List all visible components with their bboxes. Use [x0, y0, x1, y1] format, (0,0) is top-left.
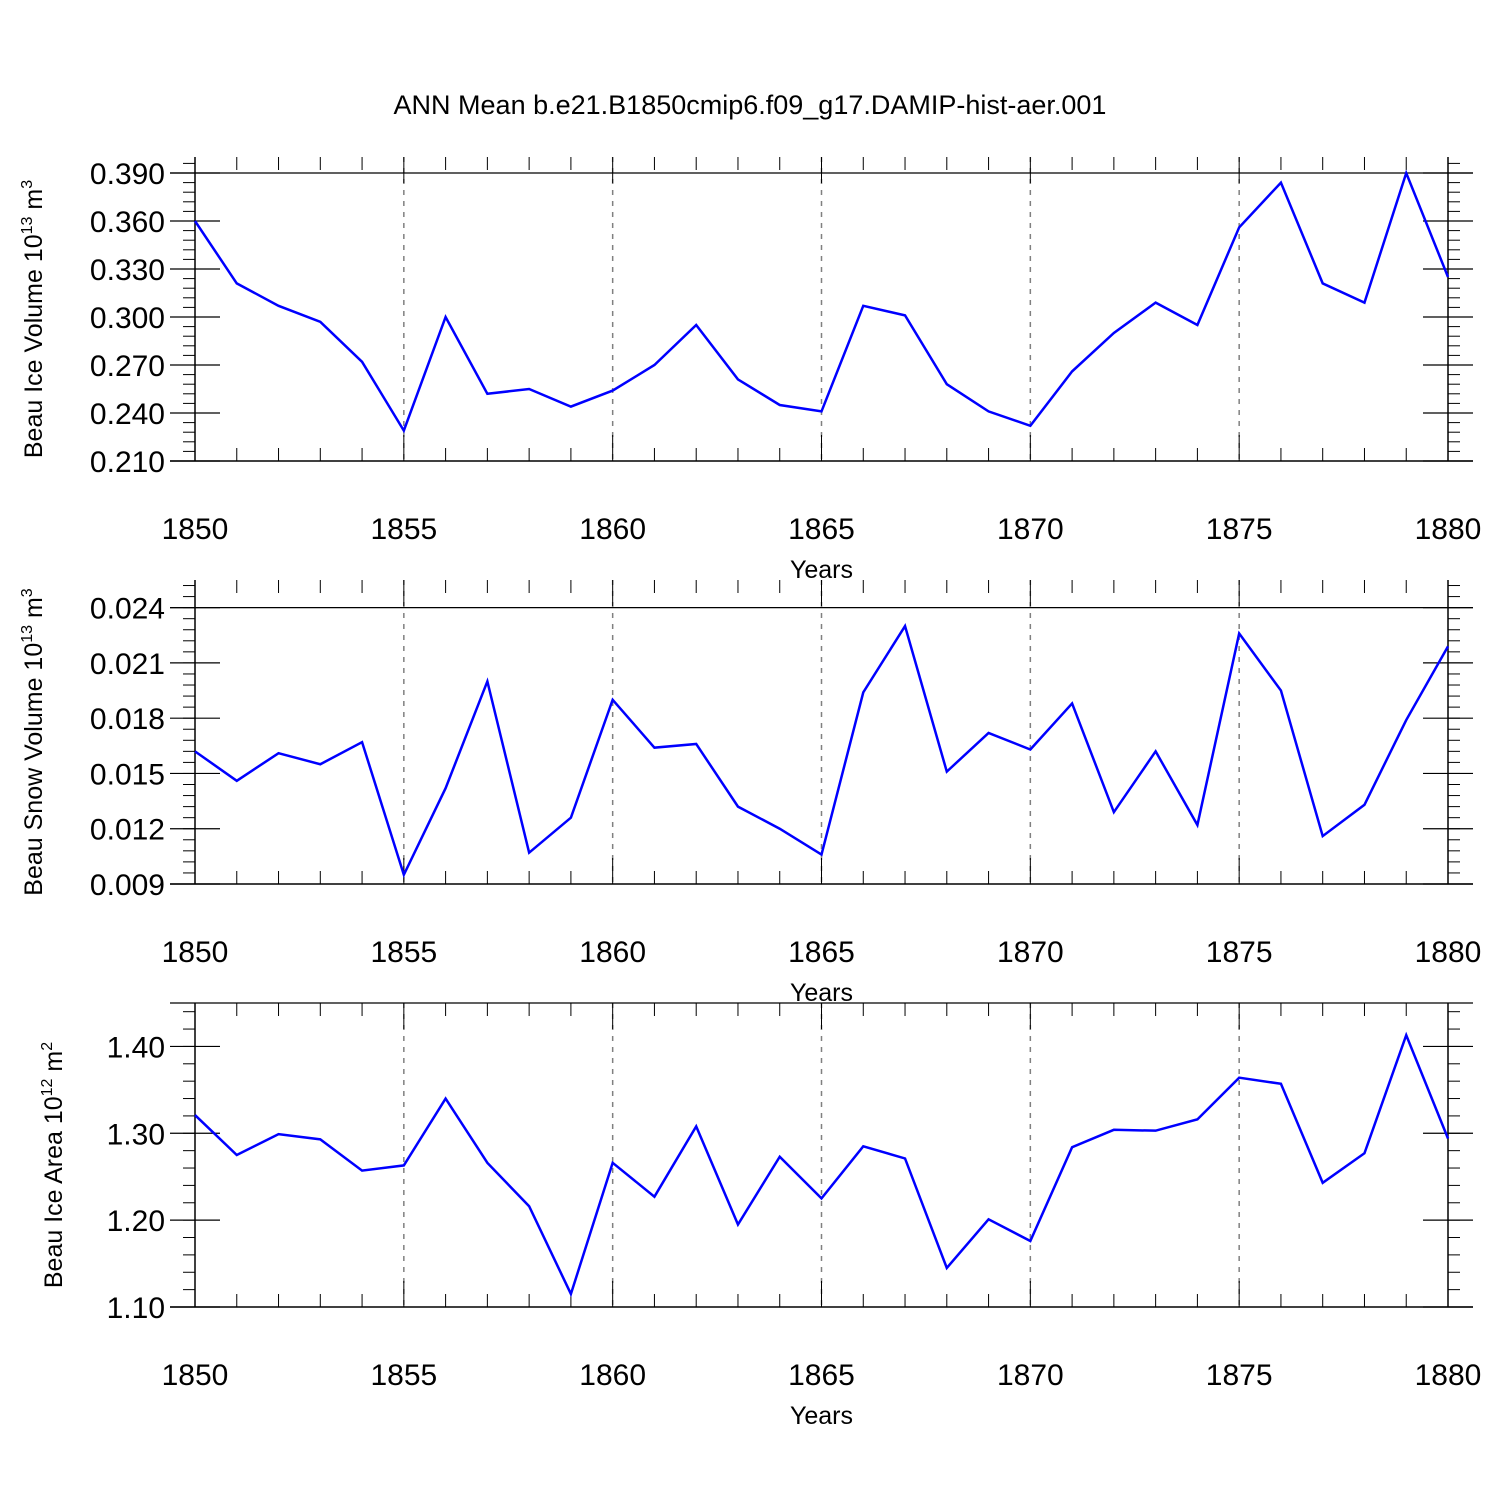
panel-2-y-tick-label: 0.009	[90, 869, 165, 902]
panel-3-y-tick-label: 1.10	[107, 1292, 165, 1325]
panel-2-x-tick-label: 1875	[1206, 936, 1273, 969]
panel-3-x-tick-label: 1865	[788, 1359, 855, 1392]
panel-3-y-axis-title: Beau Ice Area 1012 m2	[39, 1042, 68, 1288]
panel-1-y-tick-label: 0.330	[90, 254, 165, 287]
panel-2-x-tick-label: 1850	[162, 936, 229, 969]
panel-1-x-tick-label: 1860	[579, 513, 646, 546]
panel-1-x-tick-label: 1870	[997, 513, 1064, 546]
panel-2-x-tick-label: 1855	[370, 936, 437, 969]
panel-2-y-tick-label: 0.015	[90, 758, 165, 791]
panel-2-x-axis-title: Years	[790, 979, 853, 1007]
panel-2-x-tick-label: 1870	[997, 936, 1064, 969]
panel-1-y-tick-label: 0.360	[90, 206, 165, 239]
panel-3-y-tick-label: 1.30	[107, 1118, 165, 1151]
panel-2-x-tick-label: 1860	[579, 936, 646, 969]
panel-2-x-tick-label: 1880	[1415, 936, 1482, 969]
panel-1-y-tick-label: 0.210	[90, 446, 165, 479]
panel-1-y-tick-label: 0.240	[90, 398, 165, 431]
panel-1-y-tick-label: 0.390	[90, 158, 165, 191]
panel-1-x-tick-label: 1865	[788, 513, 855, 546]
panel-3-y-tick-label: 1.40	[107, 1031, 165, 1064]
panel-2-x-tick-label: 1865	[788, 936, 855, 969]
panel-1-x-tick-label: 1880	[1415, 513, 1482, 546]
panel-1-series-line	[193, 169, 1450, 434]
panel-1-y-tick-label: 0.270	[90, 350, 165, 383]
panel-1-y-axis-title: Beau Ice Volume 1013 m3	[19, 180, 48, 458]
panel-3-x-tick-label: 1870	[997, 1359, 1064, 1392]
panel-1-y-tick-label: 0.300	[90, 302, 165, 335]
panel-3-x-tick-label: 1875	[1206, 1359, 1273, 1392]
panel-3-x-tick-label: 1855	[370, 1359, 437, 1392]
panel-2-y-tick-label: 0.024	[90, 593, 165, 626]
panel-3-series-line	[194, 1031, 1450, 1298]
panel-2-y-axis-title: Beau Snow Volume 1013 m3	[19, 588, 48, 896]
panel-3-x-tick-label: 1880	[1415, 1359, 1482, 1392]
panel-2-y-tick-label: 0.018	[90, 703, 165, 736]
panel-3-x-tick-label: 1860	[579, 1359, 646, 1392]
panel-3-y-tick-label: 1.20	[107, 1205, 165, 1238]
panel-1-x-tick-label: 1855	[370, 513, 437, 546]
panel-3-x-tick-label: 1850	[162, 1359, 229, 1392]
panel-3-x-axis-title: Years	[790, 1402, 853, 1430]
chart-title: ANN Mean b.e21.B1850cmip6.f09_g17.DAMIP-…	[393, 90, 1107, 120]
panel-1-x-axis-title: Years	[790, 556, 853, 584]
panel-2-series-line	[194, 623, 1450, 879]
panel-2-y-tick-label: 0.021	[90, 648, 165, 681]
panel-1-x-tick-label: 1850	[162, 513, 229, 546]
panel-2-y-tick-label: 0.012	[90, 814, 165, 847]
panel-1-x-tick-label: 1875	[1206, 513, 1273, 546]
